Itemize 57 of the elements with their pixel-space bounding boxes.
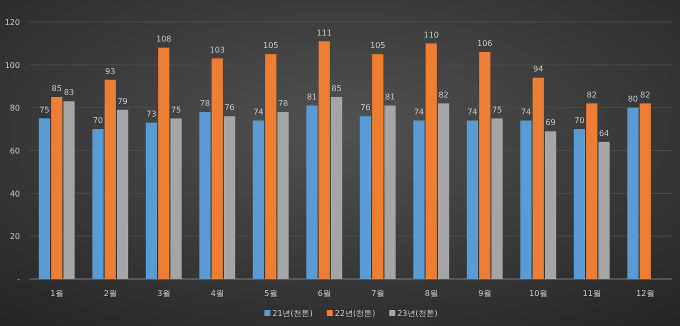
data-label: 105 xyxy=(370,41,386,50)
data-label: 93 xyxy=(105,66,116,76)
data-label: 75 xyxy=(39,105,50,114)
data-label: 80 xyxy=(628,94,638,104)
x-tick-label: 2월 xyxy=(104,289,117,298)
x-tick-label: 3월 xyxy=(157,289,170,298)
y-tick-label: 40 xyxy=(10,189,20,198)
data-label: 76 xyxy=(360,103,371,112)
x-tick-label: 7월 xyxy=(371,289,384,298)
data-label: 83 xyxy=(64,88,74,98)
data-label: 73 xyxy=(146,110,157,119)
data-label: 111 xyxy=(316,28,332,38)
data-label: 64 xyxy=(598,128,610,138)
data-label: 81 xyxy=(306,92,318,102)
x-tick-label: 1월 xyxy=(50,289,64,298)
y-tick-label: 80 xyxy=(10,104,20,113)
data-label: 108 xyxy=(156,34,172,44)
y-tick-label: 60 xyxy=(10,146,20,156)
data-label: 106 xyxy=(477,38,492,48)
legend-label: 21년(천톤) xyxy=(272,309,313,318)
data-label: 94 xyxy=(533,64,544,74)
data-label: 79 xyxy=(117,96,128,106)
data-label: 105 xyxy=(263,41,278,50)
legend-label: 23년(천톤) xyxy=(397,309,438,318)
data-label: 74 xyxy=(467,108,478,117)
data-label: 85 xyxy=(331,84,342,93)
data-label: 74 xyxy=(520,108,532,117)
x-tick-label: 10월 xyxy=(529,289,548,298)
data-label: 70 xyxy=(92,116,104,126)
data-label: 74 xyxy=(253,108,264,117)
data-label: 70 xyxy=(574,116,585,126)
x-tick-label: 12월 xyxy=(636,289,654,298)
data-label: 78 xyxy=(278,98,288,108)
x-tick-label: 9월 xyxy=(478,289,492,298)
data-label: 85 xyxy=(52,84,62,93)
data-label: 103 xyxy=(210,45,225,54)
data-label: 110 xyxy=(424,30,439,40)
data-label: 69 xyxy=(545,118,556,128)
data-label: 81 xyxy=(384,92,396,102)
y-tick-label: - xyxy=(17,275,20,284)
x-tick-label: 11월 xyxy=(582,289,601,298)
x-tick-label: 8월 xyxy=(424,289,438,298)
data-label: 82 xyxy=(640,90,650,100)
y-tick-label: 100 xyxy=(4,60,20,70)
data-label: 78 xyxy=(200,98,210,108)
y-tick-label: 20 xyxy=(10,232,20,242)
data-label: 82 xyxy=(586,90,597,100)
x-tick-label: 5월 xyxy=(264,289,278,298)
data-label: 82 xyxy=(438,90,449,100)
x-tick-label: 4월 xyxy=(210,289,224,298)
legend-label: 22년(천톤) xyxy=(334,309,376,318)
data-label: 76 xyxy=(224,103,235,112)
data-label: 75 xyxy=(492,105,502,114)
x-tick-label: 6월 xyxy=(318,289,331,298)
data-label: 75 xyxy=(170,105,182,114)
y-tick-label: 120 xyxy=(4,18,20,27)
data-label: 74 xyxy=(414,108,424,117)
